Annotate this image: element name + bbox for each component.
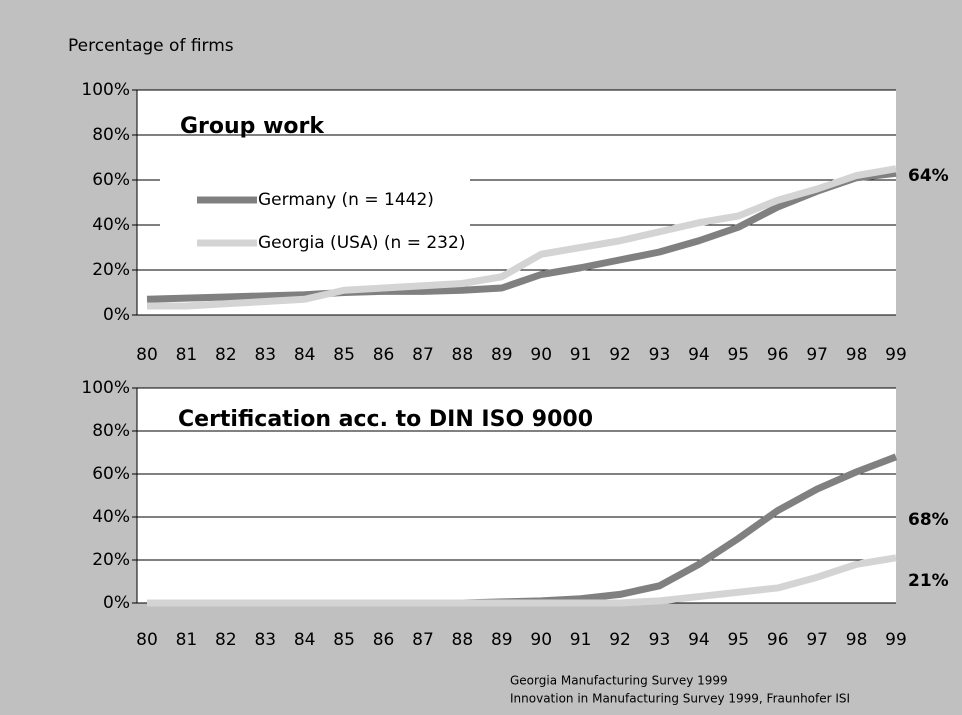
- x-tick-label: 80: [136, 630, 158, 650]
- x-tick-label: 80: [136, 345, 158, 365]
- x-tick-label: 97: [806, 630, 828, 650]
- x-tick-label: 95: [727, 630, 749, 650]
- x-tick-label: 82: [215, 630, 237, 650]
- x-tick-label: 99: [885, 345, 907, 365]
- x-tick-label: 87: [412, 630, 434, 650]
- x-tick-label: 95: [727, 345, 749, 365]
- x-tick-label: 89: [491, 630, 513, 650]
- x-tick-label: 84: [294, 345, 316, 365]
- legend-label: Germany (n = 1442): [258, 190, 434, 210]
- y-tick-label: 100%: [81, 378, 130, 398]
- x-tick-label: 93: [649, 345, 671, 365]
- y-tick-label: 60%: [92, 464, 130, 484]
- x-tick-label: 97: [806, 345, 828, 365]
- x-tick-label: 96: [767, 630, 789, 650]
- x-tick-label: 81: [176, 345, 198, 365]
- chart-title: Certification acc. to DIN ISO 9000: [178, 407, 593, 432]
- y-tick-label: 40%: [92, 507, 130, 527]
- x-tick-label: 84: [294, 630, 316, 650]
- x-tick-label: 89: [491, 345, 513, 365]
- x-tick-label: 90: [530, 345, 552, 365]
- source: Innovation in Manufacturing Survey 1999,…: [510, 692, 850, 706]
- annotation: 68%: [908, 510, 949, 530]
- x-tick-label: 81: [176, 630, 198, 650]
- x-tick-label: 90: [530, 630, 552, 650]
- x-tick-label: 93: [649, 630, 671, 650]
- x-tick-label: 92: [609, 345, 631, 365]
- x-tick-label: 98: [846, 630, 868, 650]
- y-tick-label: 0%: [103, 305, 130, 325]
- x-tick-label: 99: [885, 630, 907, 650]
- x-tick-label: 92: [609, 630, 631, 650]
- annotation: 64%: [908, 166, 949, 186]
- x-tick-label: 86: [373, 630, 395, 650]
- chart-title: Group work: [180, 114, 325, 139]
- y-tick-label: 60%: [92, 170, 130, 190]
- x-tick-label: 94: [688, 345, 710, 365]
- y-tick-label: 80%: [92, 125, 130, 145]
- x-tick-label: 83: [254, 630, 276, 650]
- x-tick-label: 88: [452, 630, 474, 650]
- x-tick-label: 94: [688, 630, 710, 650]
- source: Georgia Manufacturing Survey 1999: [510, 674, 728, 688]
- x-tick-label: 86: [373, 345, 395, 365]
- y-tick-label: 20%: [92, 260, 130, 280]
- y-tick-label: 0%: [103, 593, 130, 613]
- x-tick-label: 87: [412, 345, 434, 365]
- x-tick-label: 82: [215, 345, 237, 365]
- line: [147, 554, 897, 607]
- x-tick-label: 96: [767, 345, 789, 365]
- x-tick-label: 91: [570, 630, 592, 650]
- y-tick-label: 80%: [92, 421, 130, 441]
- y-tick-label: 20%: [92, 550, 130, 570]
- legend-label: Georgia (USA) (n = 232): [258, 233, 465, 253]
- y-axis-label: Percentage of firms: [68, 36, 234, 56]
- x-tick-label: 98: [846, 345, 868, 365]
- x-tick-label: 85: [333, 630, 355, 650]
- y-tick-label: 100%: [81, 80, 130, 100]
- plot-area: [137, 388, 896, 603]
- line: [147, 165, 897, 310]
- y-tick-label: 40%: [92, 215, 130, 235]
- x-tick-label: 88: [452, 345, 474, 365]
- line: [146, 169, 897, 303]
- x-tick-label: 83: [254, 345, 276, 365]
- x-tick-label: 85: [333, 345, 355, 365]
- x-tick-label: 91: [570, 345, 592, 365]
- annotation: 21%: [908, 571, 949, 591]
